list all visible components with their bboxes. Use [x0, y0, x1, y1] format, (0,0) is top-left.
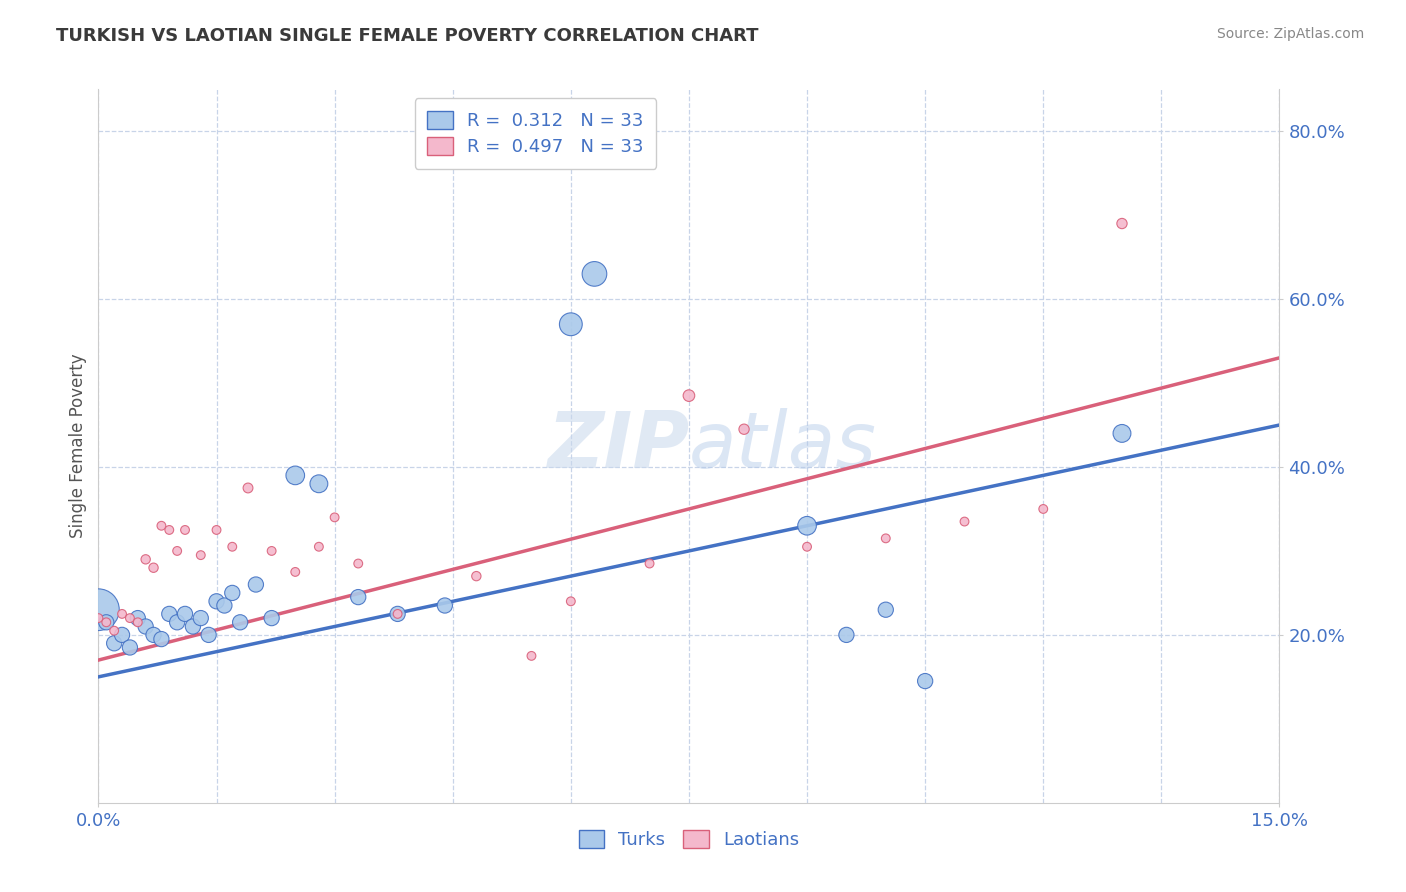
Point — [284, 468, 307, 483]
Y-axis label: Single Female Poverty: Single Female Poverty — [69, 354, 87, 538]
Point — [135, 619, 157, 633]
Point — [190, 548, 212, 562]
Point — [205, 523, 228, 537]
Point — [678, 389, 700, 403]
Point — [166, 615, 188, 630]
Point — [875, 532, 897, 546]
Point — [103, 624, 125, 638]
Text: TURKISH VS LAOTIAN SINGLE FEMALE POVERTY CORRELATION CHART: TURKISH VS LAOTIAN SINGLE FEMALE POVERTY… — [56, 27, 759, 45]
Point — [347, 557, 370, 571]
Point — [111, 628, 134, 642]
Point — [174, 523, 197, 537]
Point — [308, 540, 330, 554]
Point — [229, 615, 252, 630]
Point — [260, 544, 283, 558]
Point — [433, 599, 456, 613]
Point — [142, 628, 165, 642]
Point — [323, 510, 346, 524]
Point — [733, 422, 755, 436]
Point — [583, 267, 606, 281]
Text: atlas: atlas — [689, 408, 877, 484]
Point — [103, 636, 125, 650]
Point — [118, 611, 141, 625]
Point — [135, 552, 157, 566]
Point — [387, 607, 409, 621]
Point — [796, 518, 818, 533]
Legend: Turks, Laotians: Turks, Laotians — [569, 821, 808, 858]
Point — [638, 557, 661, 571]
Point — [308, 476, 330, 491]
Text: ZIP: ZIP — [547, 408, 689, 484]
Point — [1111, 217, 1133, 231]
Text: Source: ZipAtlas.com: Source: ZipAtlas.com — [1216, 27, 1364, 41]
Point — [190, 611, 212, 625]
Point — [111, 607, 134, 621]
Point — [87, 611, 110, 625]
Point — [166, 544, 188, 558]
Point — [260, 611, 283, 625]
Point — [236, 481, 259, 495]
Point — [520, 648, 543, 663]
Point — [127, 611, 149, 625]
Point — [96, 615, 118, 630]
Point — [835, 628, 858, 642]
Point — [87, 603, 110, 617]
Point — [157, 607, 180, 621]
Point — [96, 615, 118, 630]
Point — [150, 632, 173, 646]
Point — [118, 640, 141, 655]
Point — [284, 565, 307, 579]
Point — [560, 318, 582, 332]
Point — [181, 619, 204, 633]
Point — [875, 603, 897, 617]
Point — [221, 586, 243, 600]
Point — [347, 590, 370, 604]
Point — [387, 607, 409, 621]
Point — [127, 615, 149, 630]
Point — [197, 628, 219, 642]
Point — [914, 674, 936, 689]
Point — [245, 577, 267, 591]
Point — [157, 523, 180, 537]
Point — [174, 607, 197, 621]
Point — [214, 599, 236, 613]
Point — [796, 540, 818, 554]
Point — [465, 569, 488, 583]
Point — [205, 594, 228, 608]
Point — [1032, 502, 1054, 516]
Point — [953, 515, 976, 529]
Point — [150, 518, 173, 533]
Point — [221, 540, 243, 554]
Point — [560, 594, 582, 608]
Point — [1111, 426, 1133, 441]
Point — [142, 560, 165, 574]
